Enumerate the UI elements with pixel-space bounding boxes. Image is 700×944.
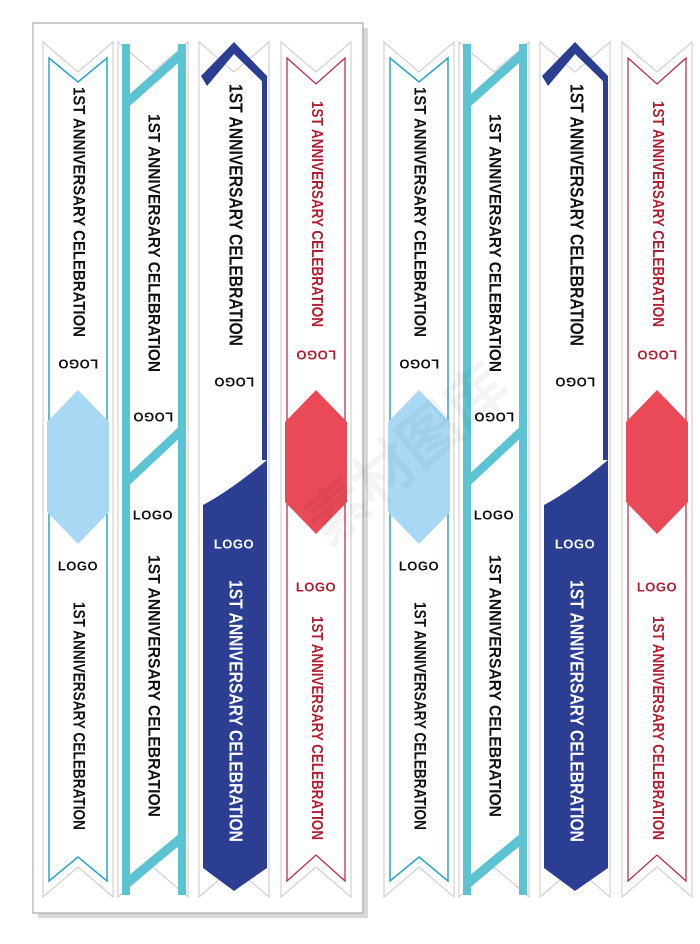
banner-border: [48, 56, 108, 883]
banner-red: 1ST ANNIVERSARY CELEBRATION LOGO LOGO 1ST A…: [280, 40, 352, 899]
logo-top: LOGO: [474, 410, 514, 425]
banner-text-top: 1ST ANNIVERSARY CELEBRATION: [566, 84, 586, 346]
hexagon-shape: [626, 390, 688, 534]
banner-border: [389, 56, 449, 883]
teal-top-diagonal: [463, 44, 527, 113]
logo-bottom: LOGO: [214, 536, 254, 551]
banner-navy: 1ST ANNIVERSARY CELEBRATION LOGO LOGO 1ST A…: [198, 40, 270, 899]
banner-text-bottom: 1ST ANNIVERSARY CELEBRATION: [566, 580, 586, 842]
logo-top: LOGO: [133, 410, 173, 425]
logo-top: LOGO: [214, 375, 254, 390]
banner-teal: 1ST ANNIVERSARY CELEBRATION LOGO LOGO 1ST A…: [117, 40, 189, 899]
teal-mid-diagonal: [122, 420, 186, 492]
banner-navy: 1ST ANNIVERSARY CELEBRATION LOGO LOGO 1ST A…: [539, 40, 611, 899]
banner-text-top: 1ST ANNIVERSARY CELEBRATION: [145, 114, 164, 372]
teal-left-bar: [463, 44, 471, 895]
banner-text-bottom: 1ST ANNIVERSARY CELEBRATION: [308, 616, 325, 840]
banner-text-top: 1ST ANNIVERSARY CELEBRATION: [70, 87, 89, 337]
teal-mid-diagonal: [463, 420, 527, 492]
logo-bottom: LOGO: [133, 507, 173, 522]
teal-bottom-diagonal: [463, 828, 527, 893]
banner-text-bottom: 1ST ANNIVERSARY CELEBRATION: [486, 555, 505, 817]
hexagon-shape: [285, 390, 347, 534]
navy-top-chevron: [542, 42, 608, 86]
right-set: 1ST ANNIVERSARY CELEBRATION LOGO LOGO 1ST A…: [383, 40, 693, 899]
hexagon-shape: [47, 390, 109, 544]
logo-bottom: LOGO: [637, 579, 677, 594]
banner-text-bottom: 1ST ANNIVERSARY CELEBRATION: [225, 580, 245, 842]
teal-bottom-diagonal: [122, 828, 186, 893]
logo-top: LOGO: [399, 357, 439, 372]
banner-text-top: 1ST ANNIVERSARY CELEBRATION: [486, 114, 505, 372]
logo-top: LOGO: [58, 357, 98, 372]
banner-text-bottom: 1ST ANNIVERSARY CELEBRATION: [145, 555, 164, 817]
banner-text-bottom: 1ST ANNIVERSARY CELEBRATION: [411, 602, 430, 830]
banner-border: [286, 56, 346, 883]
banner-light-blue: 1ST ANNIVERSARY CELEBRATION LOGO LOGO 1ST A…: [42, 40, 114, 899]
logo-bottom: LOGO: [58, 558, 98, 573]
banner-base: [458, 40, 530, 899]
left-set: 1ST ANNIVERSARY CELEBRATION LOGO LOGO 1ST A…: [42, 40, 352, 899]
banner-red: 1ST ANNIVERSARY CELEBRATION LOGO LOGO 1ST A…: [621, 40, 693, 899]
banner-text-top: 1ST ANNIVERSARY CELEBRATION: [411, 87, 430, 337]
banner-teal: 1ST ANNIVERSARY CELEBRATION LOGO LOGO 1ST A…: [458, 40, 530, 899]
banner-text-top: 1ST ANNIVERSARY CELEBRATION: [225, 84, 245, 346]
banner-groups: 1ST ANNIVERSARY CELEBRATION LOGO LOGO 1ST A…: [42, 40, 693, 899]
teal-top-diagonal: [122, 44, 186, 113]
logo-top: LOGO: [296, 348, 336, 363]
navy-top-chevron: [201, 42, 267, 86]
navy-side-stripe: [603, 76, 608, 460]
navy-side-stripe: [262, 76, 267, 460]
banner-light-blue: 1ST ANNIVERSARY CELEBRATION LOGO LOGO 1ST A…: [383, 40, 455, 899]
logo-bottom: LOGO: [474, 507, 514, 522]
teal-left-bar: [122, 44, 130, 895]
logo-top: LOGO: [637, 348, 677, 363]
navy-lower-fill: [203, 460, 267, 891]
banner-border: [627, 56, 687, 883]
banner-text-top: 1ST ANNIVERSARY CELEBRATION: [308, 101, 325, 327]
banner-text-top: 1ST ANNIVERSARY CELEBRATION: [649, 101, 666, 327]
logo-bottom: LOGO: [555, 536, 595, 551]
logo-bottom: LOGO: [399, 558, 439, 573]
teal-right-bar: [519, 44, 527, 895]
hexagon-shape: [388, 390, 450, 544]
banner-text-bottom: 1ST ANNIVERSARY CELEBRATION: [70, 602, 89, 830]
banner-text-bottom: 1ST ANNIVERSARY CELEBRATION: [649, 616, 666, 840]
logo-top: LOGO: [555, 375, 595, 390]
navy-lower-fill: [544, 460, 608, 891]
banner-base: [117, 40, 189, 899]
teal-right-bar: [178, 44, 186, 895]
logo-bottom: LOGO: [296, 579, 336, 594]
